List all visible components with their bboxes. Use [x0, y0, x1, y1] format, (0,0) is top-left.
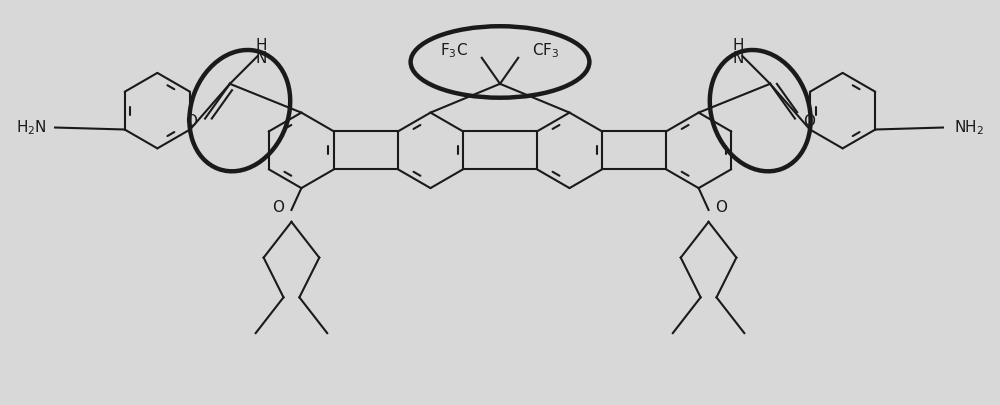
Text: O: O — [185, 114, 197, 129]
Text: H$_2$N: H$_2$N — [16, 118, 47, 137]
Text: O: O — [273, 200, 285, 215]
Text: NH$_2$: NH$_2$ — [954, 118, 984, 137]
Text: H
N: H N — [256, 38, 267, 66]
Text: O: O — [715, 200, 727, 215]
Text: CF$_3$: CF$_3$ — [532, 41, 560, 60]
Text: H
N: H N — [733, 38, 744, 66]
Text: O: O — [803, 114, 815, 129]
Text: F$_3$C: F$_3$C — [440, 41, 468, 60]
